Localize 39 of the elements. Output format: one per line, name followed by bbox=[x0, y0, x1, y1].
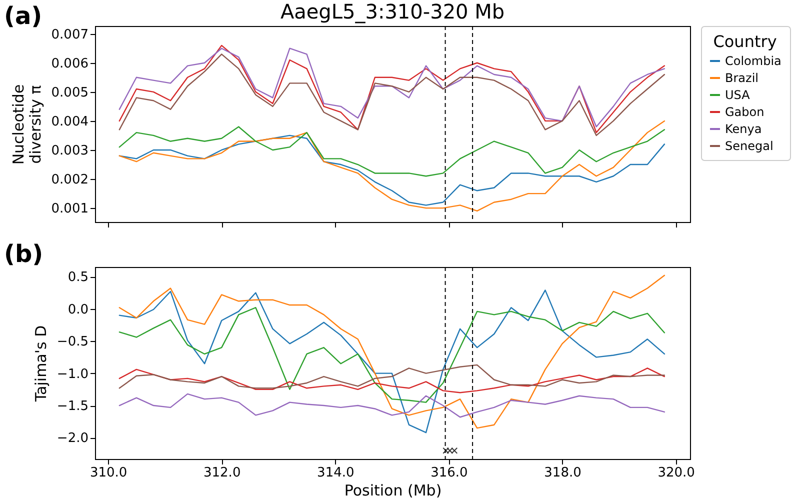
y-tick-label: 0.005 bbox=[51, 85, 88, 100]
text: (b) bbox=[4, 240, 44, 268]
line-series bbox=[118, 120, 666, 212]
y-tick-label: 0.001 bbox=[51, 202, 88, 217]
x-tick-label: 316.0 bbox=[430, 466, 468, 480]
x-tick-label: 320.0 bbox=[658, 466, 695, 480]
y-tick-label: 0.006 bbox=[51, 56, 88, 72]
legend-label: Kenya bbox=[725, 122, 762, 136]
legend-label: Brazil bbox=[725, 71, 758, 85]
legend-label: Colombia bbox=[725, 54, 782, 68]
y-tick-label: 0.007 bbox=[51, 27, 88, 42]
x-tick-label: 314.0 bbox=[317, 466, 354, 480]
x-axis-title: Position (Mb) bbox=[344, 482, 442, 500]
x-tick-label: 310.0 bbox=[90, 466, 128, 480]
y-tick-label: −2.0 bbox=[56, 431, 88, 446]
x-tick-label: 318.0 bbox=[544, 466, 582, 480]
line-series bbox=[118, 126, 666, 177]
line-series bbox=[118, 134, 666, 206]
y-tick-label: 0.002 bbox=[51, 172, 88, 188]
y-axis-title: Tajima's D bbox=[32, 325, 50, 403]
legend-label: USA bbox=[725, 88, 751, 102]
line-series bbox=[118, 364, 666, 389]
y-axis-title: Nucleotide diversity π bbox=[9, 84, 44, 165]
legend-label: Senegal bbox=[725, 139, 774, 153]
x-tick-label: 312.0 bbox=[204, 466, 241, 480]
y-tick-label: 0.003 bbox=[51, 143, 88, 158]
y-tick-label: −1.5 bbox=[56, 399, 88, 414]
legend-label: Gabon bbox=[725, 105, 764, 119]
y-tick-label: −0.5 bbox=[56, 334, 88, 350]
chart-title: AaegL5_3:310-320 Mb bbox=[280, 0, 505, 24]
y-tick-label: 0.5 bbox=[68, 270, 88, 286]
y-tick-label: −1.0 bbox=[56, 366, 88, 382]
legend-title: Country bbox=[713, 32, 777, 51]
line-series bbox=[118, 306, 666, 403]
line-series bbox=[118, 368, 666, 394]
y-tick-label: 0.004 bbox=[51, 114, 88, 130]
text: (a) bbox=[4, 2, 42, 30]
y-tick-label: 0.0 bbox=[68, 302, 88, 318]
line-series bbox=[118, 393, 666, 418]
